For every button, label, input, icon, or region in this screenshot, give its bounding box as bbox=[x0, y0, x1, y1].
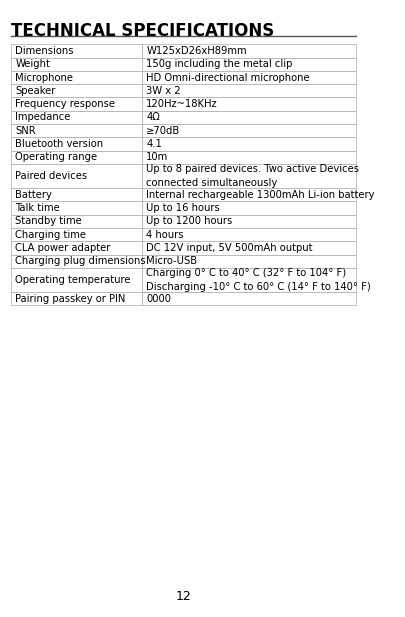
Bar bbox=[142, 137, 355, 151]
Text: Dimensions: Dimensions bbox=[15, 46, 74, 56]
Bar bbox=[11, 137, 142, 151]
Text: HD Omni-directional microphone: HD Omni-directional microphone bbox=[146, 73, 309, 83]
Text: Battery: Battery bbox=[15, 190, 52, 200]
Text: Up to 16 hours: Up to 16 hours bbox=[146, 203, 220, 213]
Text: Paired devices: Paired devices bbox=[15, 171, 87, 181]
Bar bbox=[11, 268, 142, 292]
Text: Operating temperature: Operating temperature bbox=[15, 275, 130, 285]
Text: ≥70dB: ≥70dB bbox=[146, 126, 180, 136]
Text: Bluetooth version: Bluetooth version bbox=[15, 139, 103, 149]
Text: Up to 8 paired devices. Two active Devices: Up to 8 paired devices. Two active Devic… bbox=[146, 164, 358, 175]
Text: W125xD26xH89mm: W125xD26xH89mm bbox=[146, 46, 246, 56]
Text: Pairing passkey or PIN: Pairing passkey or PIN bbox=[15, 294, 126, 304]
Text: Micro-USB: Micro-USB bbox=[146, 256, 197, 266]
Bar bbox=[11, 71, 142, 84]
Text: Up to 1200 hours: Up to 1200 hours bbox=[146, 217, 232, 226]
Text: Charging 0° C to 40° C (32° F to 104° F): Charging 0° C to 40° C (32° F to 104° F) bbox=[146, 268, 345, 278]
Bar bbox=[142, 97, 355, 110]
Bar bbox=[11, 110, 142, 124]
Text: Impedance: Impedance bbox=[15, 112, 70, 122]
Bar bbox=[11, 215, 142, 228]
Bar bbox=[11, 124, 142, 137]
Bar bbox=[11, 97, 142, 110]
Text: Weight: Weight bbox=[15, 59, 50, 69]
Bar bbox=[142, 164, 355, 188]
Bar bbox=[11, 84, 142, 97]
Bar bbox=[142, 268, 355, 292]
Bar bbox=[11, 188, 142, 201]
Text: 10m: 10m bbox=[146, 152, 168, 162]
Bar bbox=[11, 254, 142, 268]
Text: 0000: 0000 bbox=[146, 294, 171, 304]
Text: Internal rechargeable 1300mAh Li-ion battery: Internal rechargeable 1300mAh Li-ion bat… bbox=[146, 190, 374, 200]
Text: 12: 12 bbox=[175, 590, 191, 603]
Text: Charging time: Charging time bbox=[15, 230, 86, 239]
Text: Operating range: Operating range bbox=[15, 152, 97, 162]
Bar bbox=[142, 228, 355, 241]
Bar bbox=[142, 241, 355, 254]
Text: 120Hz~18KHz: 120Hz~18KHz bbox=[146, 99, 217, 109]
Text: CLA power adapter: CLA power adapter bbox=[15, 243, 111, 253]
Bar bbox=[142, 84, 355, 97]
Bar bbox=[142, 71, 355, 84]
Bar bbox=[142, 201, 355, 215]
Bar bbox=[11, 164, 142, 188]
Bar bbox=[11, 44, 142, 57]
Bar bbox=[142, 215, 355, 228]
Text: 4Ω: 4Ω bbox=[146, 112, 160, 122]
Bar bbox=[11, 57, 142, 71]
Bar bbox=[142, 151, 355, 164]
Text: 150g including the metal clip: 150g including the metal clip bbox=[146, 59, 292, 69]
Text: Discharging -10° C to 60° C (14° F to 140° F): Discharging -10° C to 60° C (14° F to 14… bbox=[146, 281, 370, 292]
Text: DC 12V input, 5V 500mAh output: DC 12V input, 5V 500mAh output bbox=[146, 243, 312, 253]
Bar bbox=[142, 188, 355, 201]
Text: 4.1: 4.1 bbox=[146, 139, 162, 149]
Bar bbox=[11, 228, 142, 241]
Bar bbox=[11, 201, 142, 215]
Text: Microphone: Microphone bbox=[15, 73, 73, 83]
Bar bbox=[142, 124, 355, 137]
Bar bbox=[142, 44, 355, 57]
Bar bbox=[142, 57, 355, 71]
Text: SNR: SNR bbox=[15, 126, 36, 136]
Bar bbox=[142, 110, 355, 124]
Text: Speaker: Speaker bbox=[15, 86, 55, 96]
Text: Standby time: Standby time bbox=[15, 217, 82, 226]
Text: 3W x 2: 3W x 2 bbox=[146, 86, 181, 96]
Bar bbox=[142, 292, 355, 305]
Text: 4 hours: 4 hours bbox=[146, 230, 183, 239]
Bar bbox=[11, 292, 142, 305]
Text: TECHNICAL SPECIFICATIONS: TECHNICAL SPECIFICATIONS bbox=[11, 22, 273, 39]
Text: Charging plug dimensions: Charging plug dimensions bbox=[15, 256, 146, 266]
Text: Frequency response: Frequency response bbox=[15, 99, 115, 109]
Bar bbox=[142, 254, 355, 268]
Bar bbox=[11, 241, 142, 254]
Bar bbox=[11, 151, 142, 164]
Text: connected simultaneously: connected simultaneously bbox=[146, 178, 277, 188]
Text: Talk time: Talk time bbox=[15, 203, 60, 213]
